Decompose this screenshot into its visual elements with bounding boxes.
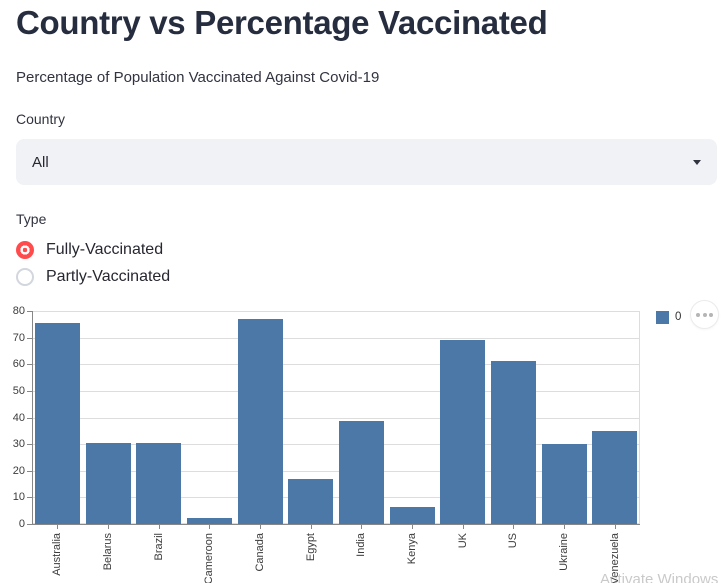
y-gridline xyxy=(32,391,640,392)
country-label: Country xyxy=(16,111,66,127)
y-tick-label: 10 xyxy=(12,491,25,503)
x-tick-label: UK xyxy=(456,533,469,549)
x-tick-label: Cameroon xyxy=(203,533,216,583)
country-select[interactable]: All xyxy=(16,139,717,185)
y-gridline xyxy=(32,444,640,445)
y-axis-line xyxy=(32,311,33,524)
y-axis-tick xyxy=(27,471,32,472)
bar-kenya xyxy=(389,507,435,524)
x-axis-tick xyxy=(310,524,312,529)
y-tick-label: 20 xyxy=(12,465,25,477)
x-axis-tick xyxy=(260,524,261,529)
y-axis-tick xyxy=(27,364,32,365)
x-tick-label: Ukraine xyxy=(558,533,570,571)
radio-selected-icon xyxy=(16,240,34,259)
y-axis-tick xyxy=(27,524,32,525)
chart-legend: 0 xyxy=(656,311,681,324)
radio-partly-vaccinated-label: Partly-Vaccinated xyxy=(46,267,171,285)
y-tick-label: 0 xyxy=(18,518,25,530)
y-axis-tick xyxy=(27,444,32,445)
bar-belarus xyxy=(85,442,131,524)
type-label: Type xyxy=(16,211,47,227)
bar-brazil xyxy=(136,442,182,524)
bar-australia xyxy=(34,323,80,524)
page-subtitle: Percentage of Population Vaccinated Agai… xyxy=(16,69,380,86)
y-tick-label: 50 xyxy=(12,385,25,397)
y-tick-label: 60 xyxy=(12,358,25,370)
x-axis-tick xyxy=(412,524,413,529)
x-tick-label: Kenya xyxy=(406,533,418,565)
y-gridline xyxy=(32,497,640,498)
bar-canada xyxy=(237,318,283,524)
y-gridline xyxy=(32,418,640,419)
x-axis-tick xyxy=(57,524,59,529)
x-tick-label: India xyxy=(355,533,368,557)
type-radio-group: Fully-Vaccinated Partly-Vaccinated xyxy=(16,236,709,290)
y-axis-tick xyxy=(27,418,32,419)
chart-menu-button[interactable] xyxy=(690,300,719,329)
radio-partly-vaccinated[interactable]: Partly-Vaccinated xyxy=(16,263,709,290)
radio-fully-vaccinated[interactable]: Fully-Vaccinated xyxy=(16,236,709,263)
y-axis-tick xyxy=(27,497,32,498)
y-axis-tick xyxy=(27,338,32,339)
y-tick-label: 80 xyxy=(12,305,25,317)
x-axis-tick xyxy=(158,524,160,529)
page-title: Country vs Percentage Vaccinated xyxy=(16,4,548,41)
bar-uk xyxy=(440,339,486,524)
x-tick-label: Egypt xyxy=(304,533,317,562)
x-axis-tick xyxy=(108,524,109,529)
ellipsis-icon xyxy=(696,312,700,317)
bar-india xyxy=(338,421,384,524)
bar-ukraine xyxy=(541,444,587,524)
x-tick-label: Australia xyxy=(51,533,64,576)
x-axis-tick xyxy=(614,524,616,529)
y-gridline xyxy=(32,471,640,472)
y-gridline xyxy=(32,364,640,365)
watermark-text: Activate Windows xyxy=(600,571,719,583)
x-tick-label: Brazil xyxy=(152,533,165,561)
y-axis-tick xyxy=(27,391,32,392)
legend-swatch-icon xyxy=(656,311,669,324)
x-axis-tick xyxy=(209,524,211,529)
bar-cameroon xyxy=(186,517,232,524)
legend-series-label: 0 xyxy=(675,311,682,323)
y-axis-tick xyxy=(27,311,32,312)
x-axis-tick xyxy=(361,524,363,529)
bar-us xyxy=(490,360,536,524)
x-tick-label: US xyxy=(507,533,520,549)
x-axis-tick xyxy=(462,524,464,529)
x-tick-label: Canada xyxy=(254,533,266,572)
x-axis-tick xyxy=(513,524,515,529)
y-tick-label: 70 xyxy=(12,332,25,344)
bar-egypt xyxy=(288,478,334,524)
x-axis-tick xyxy=(564,524,565,529)
x-axis-line xyxy=(32,524,640,525)
y-gridline xyxy=(32,338,640,339)
x-tick-label: Belarus xyxy=(102,533,114,571)
country-select-value: All xyxy=(32,153,49,171)
radio-fully-vaccinated-label: Fully-Vaccinated xyxy=(46,240,164,258)
radio-unselected-icon xyxy=(16,267,34,286)
y-tick-label: 30 xyxy=(12,438,25,450)
bar-venezuela xyxy=(592,431,638,524)
chevron-down-icon xyxy=(693,159,701,165)
y-tick-label: 40 xyxy=(12,412,25,424)
